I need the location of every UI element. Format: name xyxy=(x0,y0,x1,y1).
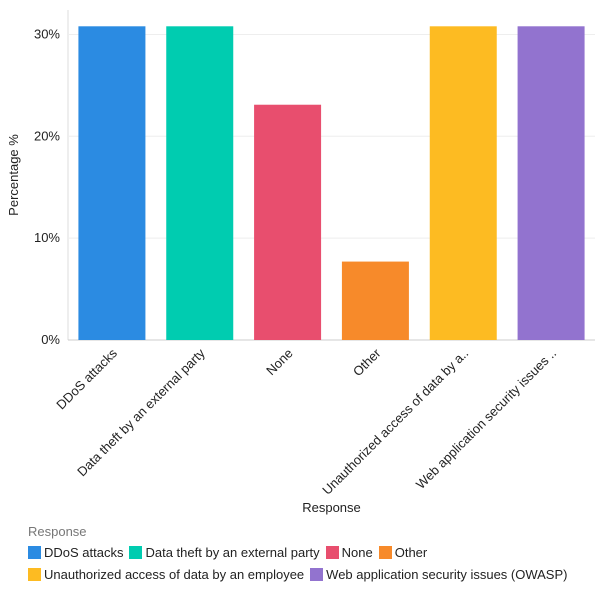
y-tick-label: 10% xyxy=(34,230,60,245)
x-tick-label: None xyxy=(263,346,296,379)
y-tick-label: 20% xyxy=(34,128,60,143)
legend-swatch xyxy=(310,567,324,581)
bar xyxy=(517,26,585,341)
x-tick-label: Other xyxy=(350,345,384,379)
x-tick-label: DDoS attacks xyxy=(53,345,120,412)
x-tick-label: Unauthorized access of data by a.. xyxy=(319,346,471,498)
bar-chart: 0%10%20%30%Percentage %DDoS attacksData … xyxy=(6,10,595,515)
bar xyxy=(254,104,322,340)
bar xyxy=(341,261,409,340)
y-tick-label: 0% xyxy=(41,332,60,347)
legend-item[interactable]: Unauthorized access of data by an employ… xyxy=(28,565,304,583)
legend-swatch xyxy=(28,545,41,559)
legend-item[interactable]: None xyxy=(325,543,373,561)
y-axis-title: Percentage % xyxy=(6,134,21,216)
legend-swatch xyxy=(378,545,392,559)
bar xyxy=(78,26,146,341)
legend-label: Other xyxy=(394,544,428,560)
legend-swatch xyxy=(28,567,41,581)
legend-label: None xyxy=(341,544,373,560)
legend-label: DDoS attacks xyxy=(44,544,124,560)
legend-label: Data theft by an external party xyxy=(145,544,320,560)
legend-label: Web application security issues (OWASP) xyxy=(326,566,568,582)
legend-title: Response xyxy=(28,524,87,539)
legend: Response DDoS attacks Data theft by an ex… xyxy=(28,524,588,587)
legend-swatch xyxy=(325,545,339,559)
legend-item[interactable]: Web application security issues (OWASP) xyxy=(310,565,567,583)
legend-label: Unauthorized access of data by an employ… xyxy=(44,566,305,582)
legend-item[interactable]: Data theft by an external party xyxy=(129,543,320,561)
legend-item[interactable]: DDoS attacks xyxy=(28,543,123,561)
legend-item[interactable]: Other xyxy=(378,543,428,561)
legend-swatch xyxy=(129,545,143,559)
y-tick-label: 30% xyxy=(34,26,60,41)
x-tick-label: Web application security issues .. xyxy=(413,346,559,492)
x-axis-title: Response xyxy=(302,500,361,515)
bar xyxy=(429,26,497,341)
bar xyxy=(166,26,234,341)
